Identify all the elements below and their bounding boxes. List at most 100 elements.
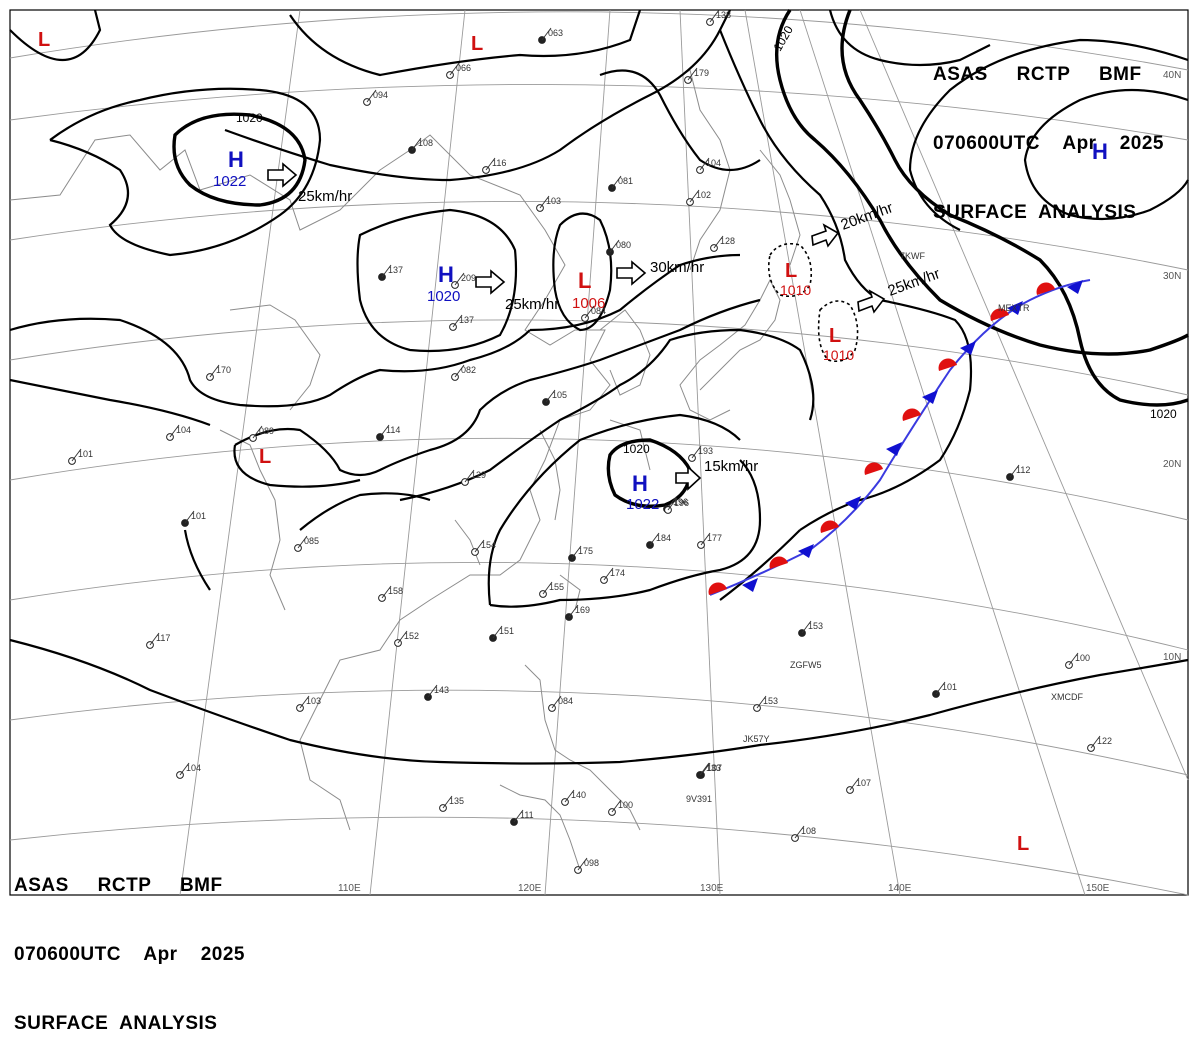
station-pressure-label: 103 <box>306 696 321 706</box>
wind-barb <box>454 272 465 286</box>
wind-barb <box>689 189 700 203</box>
latitude-label: 30N <box>1163 271 1181 282</box>
station-pressure-label: 158 <box>388 586 403 596</box>
isobar-label: 1020 <box>1150 407 1177 421</box>
low-center-value: 1006 <box>572 295 605 312</box>
dashed-isobars <box>767 242 859 363</box>
longitude-label: 110E <box>338 883 361 894</box>
latitude-label: 20N <box>1163 459 1181 470</box>
latitude-label: 40N <box>1163 70 1181 81</box>
station-pressure-label: 175 <box>578 546 593 556</box>
station-pressure-label: 138 <box>716 10 731 20</box>
wind-barb <box>611 799 622 813</box>
warm-front-semicircle <box>769 556 788 569</box>
wind-barb <box>609 239 620 253</box>
station-pressure-label: 153 <box>763 696 778 706</box>
wind-barb <box>169 424 180 438</box>
header-line-2: 070600UTC Apr 2025 <box>933 133 1164 154</box>
station-pressure-label: 196 <box>673 497 688 507</box>
motion-vector-label: 30km/hr <box>650 259 704 276</box>
low-center-symbol: L <box>578 268 591 293</box>
station-id: XMCDF <box>1051 692 1083 702</box>
station-pressure-label: 129 <box>471 470 486 480</box>
wind-barb <box>568 604 579 618</box>
station-pressure-label: 107 <box>707 763 722 773</box>
station-pressure-label: 151 <box>499 626 514 636</box>
station-pressure-label: 107 <box>856 778 871 788</box>
header-line-2: 070600UTC Apr 2025 <box>14 944 245 965</box>
high-center-value: 1022 <box>626 496 659 513</box>
warm-front-semicircle <box>902 408 921 421</box>
station-pressure-label: 080 <box>616 240 631 250</box>
station-pressure-label: 100 <box>618 800 633 810</box>
stationary-front <box>708 279 1091 596</box>
motion-vector-label: 15km/hr <box>704 458 758 475</box>
header-line-3: SURFACE ANALYSIS <box>14 1013 218 1034</box>
station-pressure-label: 114 <box>386 425 400 435</box>
station-pressure-label: 084 <box>591 306 606 316</box>
wind-barb <box>452 314 463 328</box>
low-center-symbol: L <box>471 33 483 55</box>
station-pressure-label: 101 <box>942 682 957 692</box>
isobar-label: 1020 <box>236 111 263 125</box>
station-pressure-label: 104 <box>186 763 201 773</box>
wind-barb <box>649 532 660 546</box>
warm-front-semicircle <box>1036 282 1055 295</box>
station-pressure-label: 082 <box>461 365 476 375</box>
wind-barb <box>611 175 622 189</box>
high-center-symbol: H <box>228 147 244 172</box>
station-pressure-label: 102 <box>696 190 711 200</box>
station-pressure-label: 084 <box>558 696 573 706</box>
station-pressure-label: 169 <box>575 605 590 615</box>
longitude-label: 140E <box>888 883 912 894</box>
station-pressure-label: 184 <box>656 533 671 543</box>
station-pressure-label: 112 <box>1016 465 1030 475</box>
low-center-symbol: L <box>1017 833 1029 855</box>
wind-barb <box>1068 652 1079 666</box>
warm-front-semicircle <box>990 308 1009 321</box>
station-pressure-label: 108 <box>801 826 816 836</box>
high-center-symbol: H <box>1092 139 1108 164</box>
station-pressure-label: 179 <box>694 68 709 78</box>
wind-barb <box>149 632 160 646</box>
wind-barb <box>849 777 860 791</box>
wind-barb <box>699 762 710 776</box>
station-pressure-label: 133 <box>706 763 721 773</box>
wind-barb <box>179 762 190 776</box>
wind-barb <box>542 581 553 595</box>
high-center-value: 1020 <box>427 288 460 305</box>
wind-barb <box>449 62 460 76</box>
station-id: MEXTR <box>998 303 1030 313</box>
wind-barb <box>379 424 390 438</box>
longitude-label: 130E <box>700 883 724 894</box>
cold-front-triangle <box>922 390 938 404</box>
station-id: 9V391 <box>686 794 712 804</box>
isobars <box>9 9 1189 765</box>
station-pressure-label: 111 <box>520 810 534 820</box>
wind-barb <box>801 620 812 634</box>
graticule <box>9 9 1189 896</box>
station-pressure-label: 104 <box>176 425 191 435</box>
station-pressure-label: 063 <box>548 28 563 38</box>
latitude-label: 10N <box>1163 652 1181 663</box>
station-pressure-label: 140 <box>571 790 586 800</box>
wind-barb <box>442 795 453 809</box>
header-line-1: ASAS RCTP BMF <box>933 64 1142 85</box>
wind-barb <box>584 305 595 319</box>
wind-barb <box>713 235 724 249</box>
cold-front-triangle <box>845 496 861 510</box>
wind-barb <box>297 535 308 549</box>
station-pressure-label: 135 <box>449 796 464 806</box>
wind-barb <box>541 27 552 41</box>
header-line-3: SURFACE ANALYSIS <box>933 202 1137 223</box>
station-pressure-label: 105 <box>552 390 567 400</box>
header-top-right: ASAS RCTP BMF 070600UTC Apr 2025 SURFACE… <box>933 17 1164 247</box>
wind-barb <box>1090 735 1101 749</box>
cold-front-triangle <box>798 544 814 558</box>
station-pressure-label: 100 <box>1075 653 1090 663</box>
high-center-symbol: H <box>438 262 454 287</box>
grid-labels: 110E 120E 130E 140E 150E 40N 30N 20N 10N <box>338 70 1181 894</box>
wind-barb <box>667 497 678 511</box>
warm-front-semicircle <box>864 462 883 475</box>
wind-barb <box>299 695 310 709</box>
